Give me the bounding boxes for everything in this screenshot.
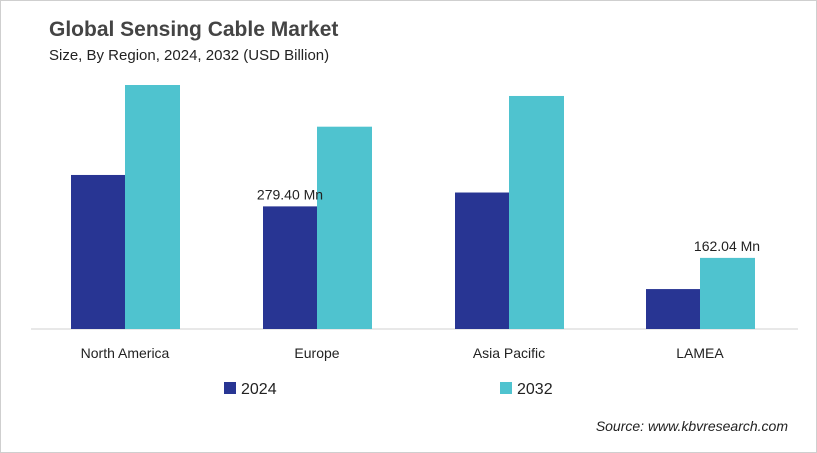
- data-label: 162.04 Mn: [694, 238, 760, 254]
- x-tick-label: Europe: [294, 345, 339, 361]
- x-tick-label: North America: [81, 345, 170, 361]
- bar-2024-europe: [263, 206, 318, 329]
- legend-label-2032: 2032: [517, 381, 553, 398]
- bar-2032-north-america: [125, 85, 180, 329]
- bar-2032-asia-pacific: [509, 95, 564, 329]
- legend-swatch-2032: [500, 382, 512, 394]
- chart-subtitle: Size, By Region, 2024, 2032 (USD Billion…: [49, 47, 330, 64]
- bar-2032-europe: [317, 126, 372, 330]
- data-label: 279.40 Mn: [257, 186, 323, 202]
- bar-2024-lamea: [646, 289, 701, 329]
- bar-2024-asia-pacific: [455, 192, 510, 329]
- legend-swatch-2024: [224, 382, 236, 394]
- bar-2024-north-america: [71, 174, 126, 329]
- bar-2032-lamea: [700, 257, 755, 329]
- legend-label-2024: 2024: [241, 381, 277, 398]
- x-tick-label: LAMEA: [676, 345, 724, 361]
- x-tick-label: Asia Pacific: [473, 345, 545, 361]
- chart-title: Global Sensing Cable Market: [49, 18, 339, 41]
- source-note: Source: www.kbvresearch.com: [595, 418, 788, 434]
